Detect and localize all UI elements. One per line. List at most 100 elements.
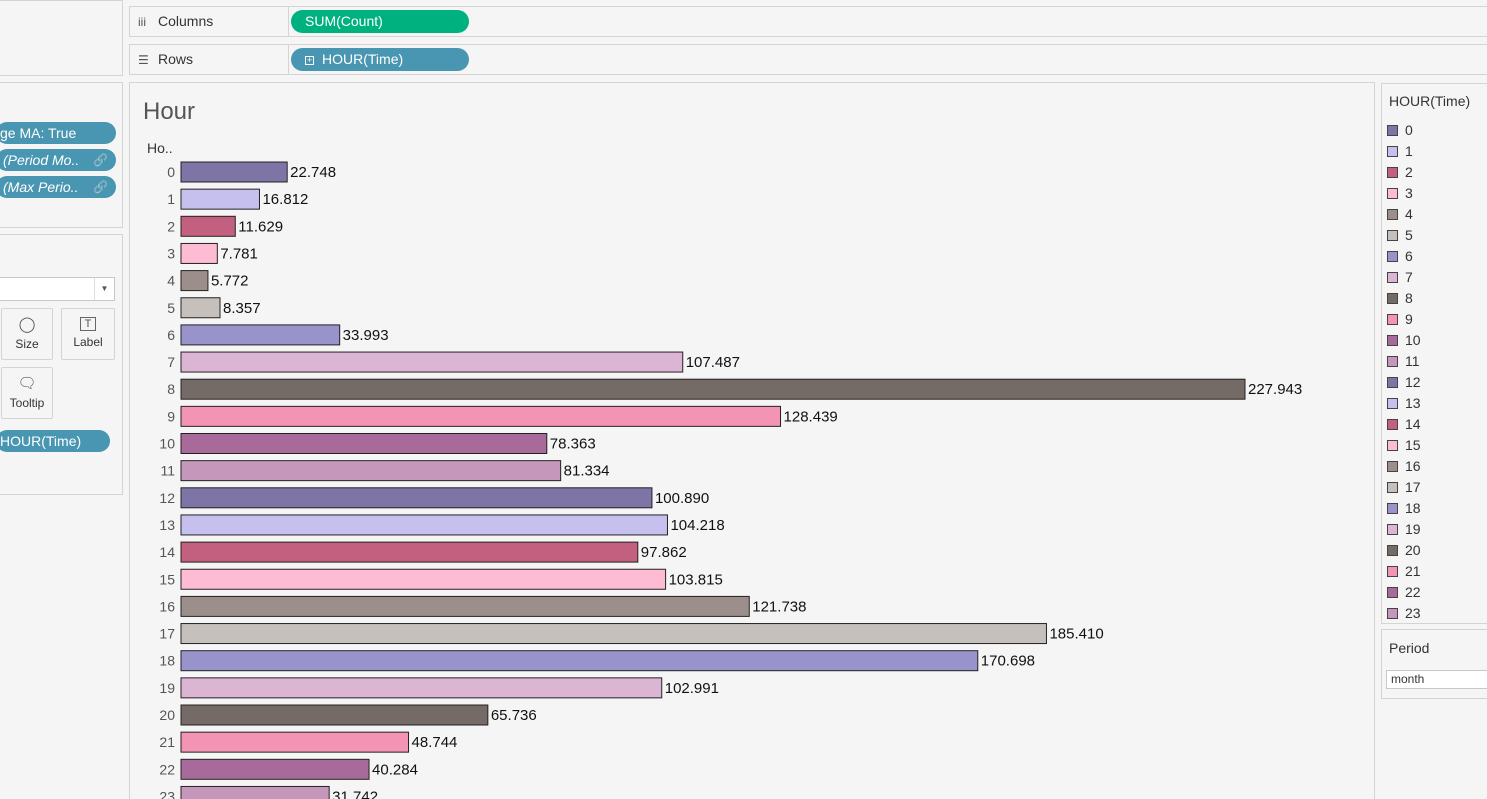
bar[interactable] <box>180 270 209 292</box>
pages-card <box>0 0 123 76</box>
bar[interactable] <box>180 758 370 780</box>
legend-item[interactable]: 9 <box>1387 309 1421 330</box>
viz-area[interactable]: Hour Ho.. 0 22.748 1 16.812 2 11.629 3 7.781 4 5.… <box>129 82 1375 799</box>
legend-item[interactable]: 0 <box>1387 120 1421 141</box>
bar[interactable] <box>180 242 218 264</box>
legend-label: 1 <box>1405 143 1413 159</box>
legend-item[interactable]: 10 <box>1387 330 1421 351</box>
legend-item[interactable]: 8 <box>1387 288 1421 309</box>
mark-type-dropdown[interactable]: ▼ <box>0 277 115 301</box>
chevron-down-icon[interactable]: ▼ <box>94 278 114 300</box>
legend-item[interactable]: 11 <box>1387 351 1421 372</box>
legend-item[interactable]: 6 <box>1387 246 1421 267</box>
bar[interactable] <box>180 161 288 183</box>
bar[interactable] <box>180 704 489 726</box>
legend-item[interactable]: 14 <box>1387 414 1421 435</box>
bar[interactable] <box>180 324 341 346</box>
row-axis-header[interactable]: Ho.. <box>147 140 173 156</box>
legend-label: 15 <box>1405 437 1421 453</box>
row-tick-label: 13 <box>159 517 175 533</box>
bar[interactable] <box>180 215 236 237</box>
legend-item[interactable]: 3 <box>1387 183 1421 204</box>
bar[interactable] <box>180 541 639 563</box>
columns-icon: iii <box>138 15 146 29</box>
legend-swatch <box>1387 314 1398 325</box>
bar[interactable] <box>180 405 782 427</box>
legend-item[interactable]: 1 <box>1387 141 1421 162</box>
legend-item[interactable]: 13 <box>1387 393 1421 414</box>
bar[interactable] <box>180 351 684 373</box>
bar[interactable] <box>180 460 562 482</box>
legend-label: 20 <box>1405 542 1421 558</box>
period-input[interactable]: month <box>1386 670 1487 689</box>
legend-item[interactable]: 16 <box>1387 456 1421 477</box>
legend-swatch <box>1387 125 1398 136</box>
rows-shelf[interactable]: ☰ Rows + HOUR(Time) <box>129 44 1487 75</box>
row-tick-label: 16 <box>159 598 175 614</box>
bar[interactable] <box>180 297 221 319</box>
bar-value-label: 65.736 <box>491 707 537 724</box>
legend-item[interactable]: 7 <box>1387 267 1421 288</box>
legend-label: 2 <box>1405 164 1413 180</box>
row-tick-label: 18 <box>159 653 175 669</box>
bar[interactable] <box>180 378 1246 400</box>
legend-item[interactable]: 20 <box>1387 540 1421 561</box>
legend-title[interactable]: HOUR(Time) <box>1389 93 1471 109</box>
legend-swatch <box>1387 167 1398 178</box>
row-tick-label: 3 <box>167 245 175 261</box>
columns-pill-sum-count[interactable]: SUM(Count) <box>291 10 469 33</box>
bar[interactable] <box>180 595 750 617</box>
tooltip-button-label: Tooltip <box>9 396 45 410</box>
color-pill-hour[interactable]: HOUR(Time) <box>0 430 110 452</box>
tooltip-button[interactable]: 🗨 Tooltip <box>1 367 53 419</box>
legend-item[interactable]: 22 <box>1387 582 1421 603</box>
legend-item[interactable]: 21 <box>1387 561 1421 582</box>
legend-label: 9 <box>1405 311 1413 327</box>
legend-item[interactable]: 4 <box>1387 204 1421 225</box>
bar[interactable] <box>180 568 667 590</box>
legend-label: 14 <box>1405 416 1421 432</box>
legend-swatch <box>1387 587 1398 598</box>
bar-value-label: 185.410 <box>1049 626 1103 643</box>
rows-pill-label: HOUR(Time) <box>322 51 404 67</box>
legend-item[interactable]: 17 <box>1387 477 1421 498</box>
legend-swatch <box>1387 461 1398 472</box>
bar-value-label: 33.993 <box>343 327 389 344</box>
legend-item[interactable]: 5 <box>1387 225 1421 246</box>
size-button[interactable]: ◯ Size <box>1 308 53 360</box>
bar[interactable] <box>180 650 979 672</box>
bar-chart[interactable]: 0 22.748 1 16.812 2 11.629 3 7.781 4 5.772 5 8.357 6… <box>130 83 1375 799</box>
legend-item[interactable]: 12 <box>1387 372 1421 393</box>
row-tick-label: 2 <box>167 218 175 234</box>
bar-value-label: 81.334 <box>564 463 610 480</box>
link-icon: 🔗 <box>93 180 108 194</box>
legend-label: 7 <box>1405 269 1413 285</box>
bar[interactable] <box>180 677 663 699</box>
bar[interactable] <box>180 188 260 210</box>
legend-label: 6 <box>1405 248 1413 264</box>
legend-swatch <box>1387 377 1398 388</box>
legend-item[interactable]: 19 <box>1387 519 1421 540</box>
columns-shelf[interactable]: iii Columns SUM(Count) <box>129 6 1487 37</box>
filter-pill-ma[interactable]: ge MA: True <box>0 122 116 144</box>
row-tick-label: 4 <box>167 273 175 289</box>
left-panel: ge MA: True (Period Mo.. 🔗 (Max Perio.. … <box>0 0 123 799</box>
legend-item[interactable]: 15 <box>1387 435 1421 456</box>
marks-card <box>0 234 123 495</box>
bar[interactable] <box>180 731 410 753</box>
filter-pill-max-period[interactable]: (Max Perio.. 🔗 <box>0 176 116 198</box>
filter-pill-period-mode[interactable]: (Period Mo.. 🔗 <box>0 149 116 171</box>
legend-item[interactable]: 23 <box>1387 603 1421 624</box>
legend-item[interactable]: 18 <box>1387 498 1421 519</box>
bar[interactable] <box>180 623 1047 645</box>
legend-item[interactable]: 2 <box>1387 162 1421 183</box>
rows-pill-hour-time[interactable]: + HOUR(Time) <box>291 48 469 71</box>
expand-icon[interactable]: + <box>305 55 314 65</box>
bar-value-label: 31.742 <box>332 788 378 799</box>
bar[interactable] <box>180 785 330 799</box>
legend-label: 10 <box>1405 332 1421 348</box>
bar[interactable] <box>180 514 668 536</box>
bar[interactable] <box>180 433 548 454</box>
bar[interactable] <box>180 487 653 509</box>
label-button[interactable]: T Label <box>61 308 115 360</box>
